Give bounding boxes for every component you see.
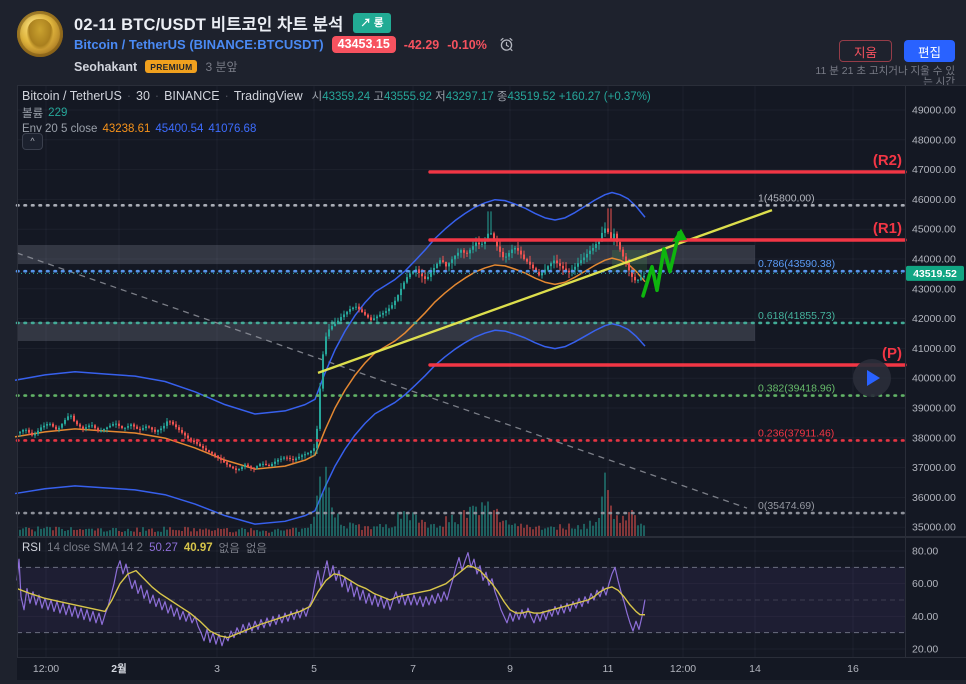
ohlc-close: 43519.52 — [507, 91, 556, 103]
env-indicator — [14, 191, 646, 525]
candles — [19, 208, 645, 474]
svg-text:60.00: 60.00 — [912, 578, 938, 590]
env-upper-value: 45400.54 — [155, 123, 204, 135]
clear-button[interactable]: 지움 — [838, 40, 892, 62]
volume-bars — [19, 466, 645, 536]
env-basis-value: 43238.61 — [102, 123, 151, 135]
svg-text:49000.00: 49000.00 — [912, 105, 956, 117]
svg-text:11: 11 — [603, 663, 614, 675]
svg-text:42000.00: 42000.00 — [912, 313, 956, 325]
edit-timer-text: 11 분 21 초 고치거나 지울 수 있 는 시간 — [815, 65, 955, 88]
svg-text:2월: 2월 — [111, 662, 127, 675]
svg-text:37000.00: 37000.00 — [912, 462, 956, 474]
ohlc-open: 43359.24 — [322, 91, 371, 103]
svg-text:46000.00: 46000.00 — [912, 194, 956, 206]
gray-dashed-trendline — [16, 252, 748, 509]
price-change-pct: -0.10% — [447, 37, 487, 52]
price-axis: 49000.00 48000.00 47000.00 46000.00 45000.00… — [906, 105, 964, 534]
svg-text:40000.00: 40000.00 — [912, 373, 956, 385]
legend-brand: TradingView — [233, 89, 303, 103]
page-title: 02-11 BTC/USDT 비트코인 차트 분석 — [74, 16, 344, 34]
svg-text:12:00: 12:00 — [670, 663, 696, 675]
svg-text:16: 16 — [847, 663, 859, 675]
chart-area: 1(45800.00) 0.786(43590.38) 0.618(41855.73… — [0, 85, 966, 684]
ohlc-change: +160.27 (+0.37%) — [558, 91, 651, 103]
svg-text:0.236(37911.46): 0.236(37911.46) — [758, 427, 834, 439]
volume-label[interactable]: 볼륨 — [22, 107, 44, 120]
green-zigzag-arrow — [641, 228, 687, 298]
svg-text:35000.00: 35000.00 — [912, 522, 956, 534]
symbol-link[interactable]: Bitcoin / TetherUS (BINANCE:BTCUSDT) — [74, 37, 324, 52]
rsi-plot — [16, 552, 646, 647]
svg-text:0.382(39418.96): 0.382(39418.96) — [758, 383, 835, 395]
svg-text:20.00: 20.00 — [912, 644, 938, 656]
svg-text:44000.00: 44000.00 — [912, 254, 956, 266]
ohlc-high: 43555.92 — [383, 91, 432, 103]
yellow-trendline — [317, 208, 773, 374]
svg-text:43519.52: 43519.52 — [913, 268, 957, 280]
svg-text:5: 5 — [311, 663, 317, 675]
posted-time: 3 분앞 — [205, 60, 238, 74]
long-direction-badge: ↗ 롱 — [353, 13, 391, 33]
rsi-na2: 없음 — [245, 543, 267, 555]
env-lower-value: 41076.68 — [208, 123, 257, 135]
rsi-axis: 80.00 60.00 40.00 20.00 — [912, 546, 938, 656]
legend-interval[interactable]: 30 — [136, 89, 150, 103]
rsi-band — [17, 566, 905, 634]
svg-text:(R2): (R2) — [873, 152, 902, 169]
replay-play-button[interactable] — [853, 359, 891, 397]
pivot-rays: (R2) (R1) (P) — [428, 152, 907, 367]
svg-text:12:00: 12:00 — [33, 663, 59, 675]
rsi-na1: 없음 — [218, 543, 240, 555]
svg-text:(R1): (R1) — [873, 220, 902, 237]
highlight-zones — [17, 244, 755, 342]
svg-text:0.618(41855.73): 0.618(41855.73) — [758, 310, 835, 322]
env-label[interactable]: Env 20 5 close — [22, 123, 98, 135]
pane-separators — [17, 85, 966, 658]
legend-symbol[interactable]: Bitcoin / TetherUS — [22, 89, 122, 103]
rsi-params: 14 close SMA 14 2 — [47, 542, 144, 554]
avatar[interactable] — [17, 11, 63, 57]
svg-text:48000.00: 48000.00 — [912, 134, 956, 146]
time-axis: 12:00 2월 3 5 7 9 11 12:00 14 16 — [33, 662, 859, 675]
premium-badge: PREMIUM — [145, 60, 198, 73]
svg-text:(P): (P) — [882, 345, 902, 362]
svg-text:43000.00: 43000.00 — [912, 283, 956, 295]
rsi-label[interactable]: RSI — [22, 542, 42, 554]
svg-text:3: 3 — [214, 663, 220, 675]
svg-text:0(35474.69): 0(35474.69) — [758, 500, 815, 512]
chart-canvas[interactable]: 1(45800.00) 0.786(43590.38) 0.618(41855.73… — [0, 85, 966, 684]
rsi-sma-value: 40.97 — [183, 542, 213, 554]
legend-collapse-button[interactable]: ^ — [22, 133, 43, 150]
svg-text:9: 9 — [507, 663, 513, 675]
svg-text:38000.00: 38000.00 — [912, 432, 956, 444]
price-chip: 43453.15 — [331, 36, 396, 53]
svg-text:39000.00: 39000.00 — [912, 403, 956, 415]
svg-text:14: 14 — [749, 663, 761, 675]
legend-exchange: BINANCE — [164, 89, 220, 103]
alert-clock-icon[interactable] — [499, 37, 514, 52]
svg-text:40.00: 40.00 — [912, 611, 938, 623]
chart-legend: Bitcoin / TetherUS · 30 · BINANCE · Trading… — [22, 89, 651, 135]
author-name[interactable]: Seohakant — [74, 59, 138, 74]
svg-text:41000.00: 41000.00 — [912, 343, 956, 355]
chart-background — [0, 85, 966, 680]
rsi-legend: RSI 14 close SMA 14 2 50.27 40.97 없음 없음 — [22, 540, 267, 556]
svg-text:7: 7 — [410, 663, 416, 675]
svg-text:47000.00: 47000.00 — [912, 164, 956, 176]
svg-text:1(45800.00): 1(45800.00) — [758, 192, 815, 204]
rsi-value: 50.27 — [149, 542, 178, 554]
svg-text:36000.00: 36000.00 — [912, 492, 956, 504]
svg-text:45000.00: 45000.00 — [912, 224, 956, 236]
svg-text:0.786(43590.38): 0.786(43590.38) — [758, 258, 835, 270]
ohlc-low: 43297.17 — [445, 91, 494, 103]
idea-header: 02-11 BTC/USDT 비트코인 차트 분석 ↗ 롱 Bitcoin / … — [0, 0, 966, 88]
fib-retracement: 1(45800.00) 0.786(43590.38) 0.618(41855.73… — [15, 192, 907, 515]
edit-button[interactable]: 편집 — [903, 40, 955, 62]
svg-text:80.00: 80.00 — [912, 546, 938, 558]
volume-value: 229 — [48, 106, 68, 119]
price-change: -42.29 — [403, 37, 440, 52]
